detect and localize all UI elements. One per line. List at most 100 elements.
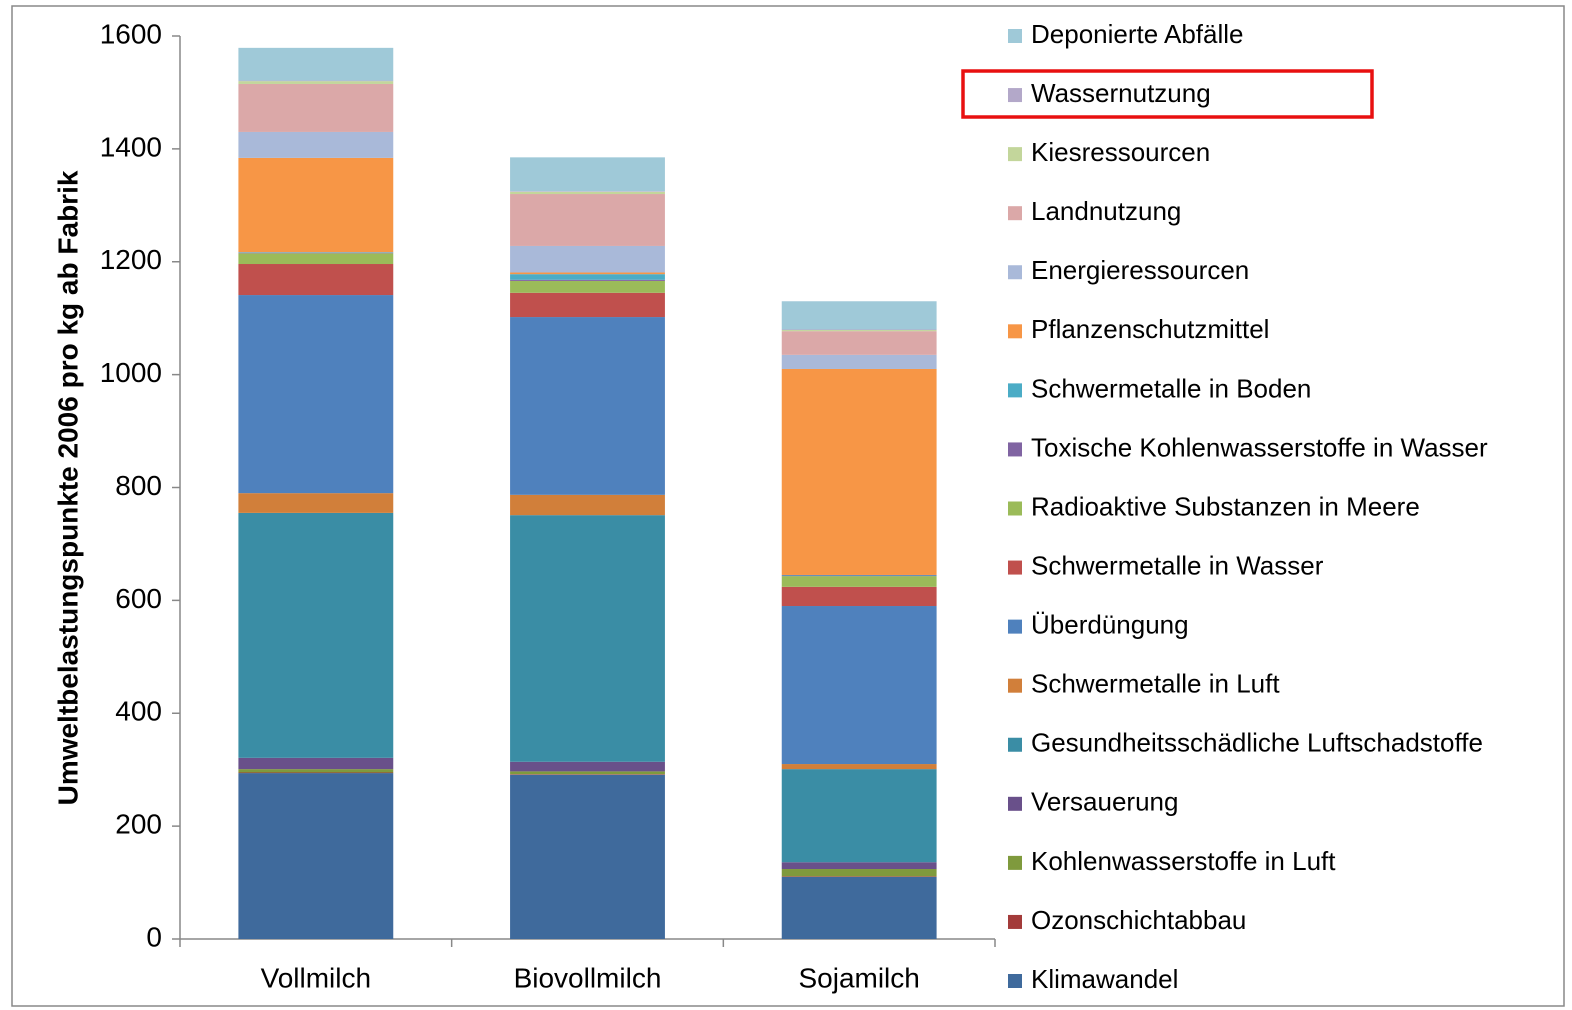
legend-swatch (1008, 678, 1022, 693)
legend-label: Toxische Kohlenwasserstoffe in Wasser (1031, 432, 1488, 462)
bar-segment (781, 354, 937, 369)
bar-segment (510, 774, 665, 939)
legend-label: Energieressourcen (1031, 255, 1249, 285)
bar-segment (238, 772, 394, 774)
legend-swatch (1008, 383, 1022, 398)
bar-segment (781, 869, 937, 877)
legend-swatch (1008, 442, 1022, 457)
bar-segment (781, 576, 937, 587)
y-tick-label: 400 (115, 696, 162, 727)
legend-swatch (1008, 206, 1022, 221)
bar-segment (510, 494, 665, 516)
y-tick-label: 200 (115, 809, 162, 840)
y-tick-label: 1400 (100, 131, 162, 162)
legend-swatch (1008, 265, 1022, 280)
legend-swatch (1008, 974, 1022, 988)
legend-label: Deponierte Abfälle (1031, 19, 1243, 49)
bar-segment (238, 757, 394, 770)
bar-segment (238, 512, 394, 758)
bar-segment (238, 80, 394, 82)
bar-segment (781, 876, 937, 877)
bar-segment (781, 862, 937, 870)
y-tick-label: 600 (115, 583, 162, 614)
bar-segment (510, 761, 665, 772)
bar-segment (510, 280, 665, 293)
x-tick-label: Sojamilch (798, 962, 919, 993)
legend-swatch (1008, 619, 1022, 634)
bar-segment (238, 493, 394, 513)
bar-segment (781, 764, 937, 770)
bar-segment (510, 771, 665, 775)
y-axis-label: Umweltbelastungspunkte 2006 pro kg ab Fa… (52, 170, 83, 805)
bar-segment (238, 769, 394, 773)
bar-segment (510, 515, 665, 762)
bar-segment (238, 83, 394, 132)
legend-swatch (1008, 796, 1022, 811)
bar-segment (238, 131, 394, 158)
bar-segment (238, 295, 394, 494)
y-tick-label: 800 (115, 470, 162, 501)
legend-label: Versauerung (1031, 787, 1178, 817)
bar-segment (510, 292, 665, 318)
bar-segment (781, 301, 937, 330)
bar-segment (781, 586, 937, 607)
bar-segment (781, 606, 937, 765)
x-tick-label: Biovollmilch (514, 962, 662, 993)
legend-swatch (1008, 737, 1022, 752)
bar-segment (510, 157, 665, 192)
legend-swatch (1008, 324, 1022, 339)
legend-label: Schwermetalle in Wasser (1031, 550, 1324, 580)
legend-label: Landnutzung (1031, 196, 1181, 226)
bar-segment (781, 330, 937, 332)
legend-label: Radioaktive Substanzen in Meere (1031, 491, 1420, 521)
bar-segment (510, 279, 665, 281)
bar-segment (510, 194, 665, 246)
bar-segment (510, 191, 665, 195)
highlight-box (961, 69, 1374, 119)
bar-segment (238, 157, 394, 253)
bar-segment (238, 47, 394, 81)
legend-label: Schwermetalle in Boden (1031, 373, 1311, 403)
bar-segment (510, 274, 665, 280)
bar-segment (238, 253, 394, 265)
legend-swatch (1008, 501, 1022, 516)
bar-segment (510, 317, 665, 495)
bar-segment (781, 329, 937, 331)
y-tick-label: 1200 (100, 244, 162, 275)
y-tick-label: 1000 (100, 357, 162, 388)
bar-segment (510, 272, 665, 275)
legend-label: Pflanzenschutzmittel (1031, 314, 1269, 344)
legend-label: Gesundheitsschädliche Luftschadstoffe (1031, 728, 1483, 758)
bar-segment (781, 368, 937, 575)
legend-label: Ozonschichtabbau (1031, 905, 1246, 935)
bar-segment (510, 245, 665, 273)
legend-swatch (1008, 855, 1022, 870)
bar-segment (238, 81, 394, 84)
bar-segment (781, 331, 937, 355)
bar-segment (510, 191, 665, 192)
bar-segment (238, 264, 394, 296)
bar-segment (781, 769, 937, 863)
bar-segment (781, 574, 937, 576)
bar-segment (238, 252, 394, 253)
bar-segment (781, 876, 937, 939)
legend-label: Überdüngung (1031, 610, 1189, 640)
legend-label: Kiesressourcen (1031, 137, 1210, 167)
bar-segment (510, 774, 665, 775)
legend-swatch (1008, 560, 1022, 575)
bar-segment (238, 252, 394, 254)
legend-swatch (1008, 88, 1022, 103)
legend-swatch (1008, 29, 1022, 43)
legend-label: Wassernutzung (1031, 78, 1211, 108)
bar-segment (781, 575, 937, 577)
legend-swatch (1008, 914, 1022, 929)
x-tick-label: Vollmilch (261, 962, 371, 993)
legend-swatch (1008, 147, 1022, 162)
bar-segment (238, 773, 394, 939)
y-tick-label: 1600 (100, 18, 162, 49)
legend-label: Schwermetalle in Luft (1031, 669, 1280, 699)
legend-label: Kohlenwasserstoffe in Luft (1031, 846, 1336, 876)
y-tick-label: 0 (146, 921, 162, 952)
legend-label: Klimawandel (1031, 964, 1178, 994)
